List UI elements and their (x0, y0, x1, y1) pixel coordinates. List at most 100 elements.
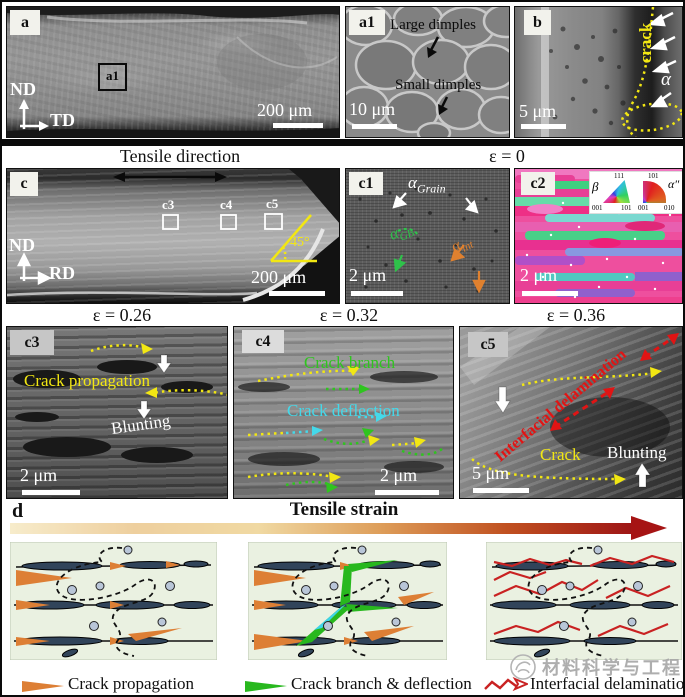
ipf-beta-111: 111 (614, 172, 624, 180)
panel-b-texture (541, 7, 682, 137)
strain-0-header: ε = 0 (489, 146, 525, 166)
panel-c: c c3 c4 c5 45° ND RD 200 μm (6, 168, 340, 304)
schematic-interfacial-delamination (486, 542, 682, 660)
ipf-alpha-quadrant (643, 181, 666, 203)
strain-c3-label: ε = 0.26 (92, 305, 152, 325)
strain-c5-label: ε = 0.36 (546, 305, 606, 325)
scalebar-c-text: 200 μm (251, 267, 307, 287)
scalebar-a1-text: 10 μm (349, 99, 396, 119)
watermark-text: 材料科学与工程 (542, 658, 682, 678)
ipf-alpha-101: 101 (648, 172, 659, 180)
scalebar-c3-text: 2 μm (20, 465, 58, 485)
ipf-beta-phase: β (592, 179, 599, 194)
panel-c1-label: c1 (358, 174, 374, 192)
crack-label-b: crack (636, 22, 655, 64)
ipf-beta-triangle (603, 180, 630, 203)
legend-crack-propagation-label: Crack propagation (68, 674, 195, 693)
axis-rd-label-c: RD (49, 263, 75, 283)
alpha-grain-sub: Grain (416, 181, 446, 196)
tensile-strain-gradient-arrow (10, 523, 632, 534)
legend-crack-branch-label: Crack branch & deflection (291, 674, 472, 693)
roi-c5-label: c5 (266, 196, 279, 211)
panel-c5: c5 Interfacial delamination Crack Blunti… (459, 326, 683, 499)
scalebar-c5-text: 5 μm (472, 463, 510, 483)
panel-a: a a1 ND TD 200 μm (6, 6, 340, 138)
scalebar-c1-text: 2 μm (349, 265, 387, 285)
panel-a-label-box: a (10, 10, 40, 35)
panel-a-inset-box: a1 (98, 63, 127, 91)
ipf-beta-001: 001 (592, 204, 603, 212)
panel-c2-label: c2 (530, 174, 546, 192)
panel-a-label: a (21, 13, 29, 31)
crack-deflection-label: Crack deflection (287, 401, 400, 420)
scalebar-a1 (352, 124, 397, 129)
row-separator-bar (2, 139, 683, 146)
alpha-label-b: α (661, 69, 671, 90)
scalebar-c5 (473, 488, 529, 493)
tensile-direction-header: Tensile direction (119, 146, 241, 166)
panel-a-texture (7, 7, 339, 137)
panel-c1-label-box: c1 (349, 172, 383, 195)
ipf-beta-101: 101 (621, 204, 632, 212)
axis-nd-label-c: ND (9, 235, 35, 255)
tensile-strain-arrowhead (631, 516, 667, 540)
scalebar-a-text: 200 μm (257, 100, 313, 120)
alpha-grain-label: αGrain (408, 173, 446, 196)
panel-c-label-box: c (10, 172, 38, 196)
dimple-arrows (427, 36, 449, 115)
axis-td-label: TD (50, 110, 76, 130)
crack-label-c5: Crack (540, 445, 581, 464)
panel-d-label: d (12, 500, 24, 522)
panel-b: b crack α 5 μm (514, 6, 683, 138)
ipf-alpha-001: 001 (638, 204, 649, 212)
scalebar-c2-text: 2 μm (520, 265, 558, 285)
ipf-legend-box: β 111 001 101 101 α″ 001 010 (589, 171, 682, 214)
scalebar-b (521, 124, 566, 129)
panel-c4-label: c4 (255, 332, 271, 350)
schematic-crack-propagation (10, 542, 217, 660)
schematic-crack-branch-deflection (248, 542, 447, 660)
scalebar-c2 (522, 291, 578, 296)
scalebar-c4-text: 2 μm (380, 465, 418, 485)
watermark-logo (510, 654, 536, 680)
axis-arrows-a (19, 99, 49, 131)
panel-c3: c3 Crack propagation Blunting 2 μm (6, 326, 228, 499)
angle-45-label: 45° (290, 235, 310, 250)
panel-a1: a1 Large dimples Small dimples 10 μm (345, 6, 510, 138)
ipf-alpha-phase: α″ (668, 177, 680, 191)
panel-b-label: b (533, 13, 542, 31)
panel-c5-label: c5 (480, 335, 496, 353)
large-dimples-label: Large dimples (390, 17, 476, 33)
panel-c3-texture (13, 343, 227, 463)
panel-c4-annotations (238, 366, 444, 493)
panel-c2: c2 β 111 001 101 101 α″ 001 010 2 μm (514, 168, 683, 304)
scalebar-c (269, 291, 325, 296)
roi-c4-label: c4 (220, 197, 233, 212)
legend-interfacial-delamination-icon (484, 676, 528, 692)
panel-c4-label-box: c4 (242, 330, 284, 353)
ipf-alpha-010: 010 (664, 204, 675, 212)
scalebar-c3 (22, 490, 80, 495)
panel-c-texture (7, 169, 339, 303)
legend-crack-branch-icon (245, 681, 287, 692)
strain-c4-label: ε = 0.32 (319, 305, 379, 325)
panel-c3-label-box: c3 (10, 330, 54, 355)
panel-c5-label-box: c5 (468, 332, 508, 357)
panel-c1: c1 αGrain αGB αint 2 μm (345, 168, 510, 304)
panel-a1-label-box: a1 (349, 10, 385, 35)
panel-a1-label: a1 (359, 13, 375, 31)
scalebar-a (273, 123, 323, 128)
panel-c4: c4 Crack branch Crack deflection 2 μm (233, 326, 454, 499)
legend-interfacial-delamination-label: Interfacial delamination (530, 674, 685, 693)
legend-crack-propagation-icon (22, 681, 64, 692)
crack-branch-label: Crack branch (304, 353, 396, 372)
crack-propagation-label: Crack propagation (24, 371, 151, 390)
scalebar-c4 (375, 490, 439, 495)
scalebar-c1 (351, 291, 403, 296)
panel-c3-label: c3 (24, 333, 40, 351)
panel-c1-speckle (358, 187, 498, 294)
panel-b-label-box: b (524, 10, 551, 35)
scalebar-b-text: 5 μm (519, 101, 557, 121)
alpha-grain-base: α (408, 173, 417, 192)
